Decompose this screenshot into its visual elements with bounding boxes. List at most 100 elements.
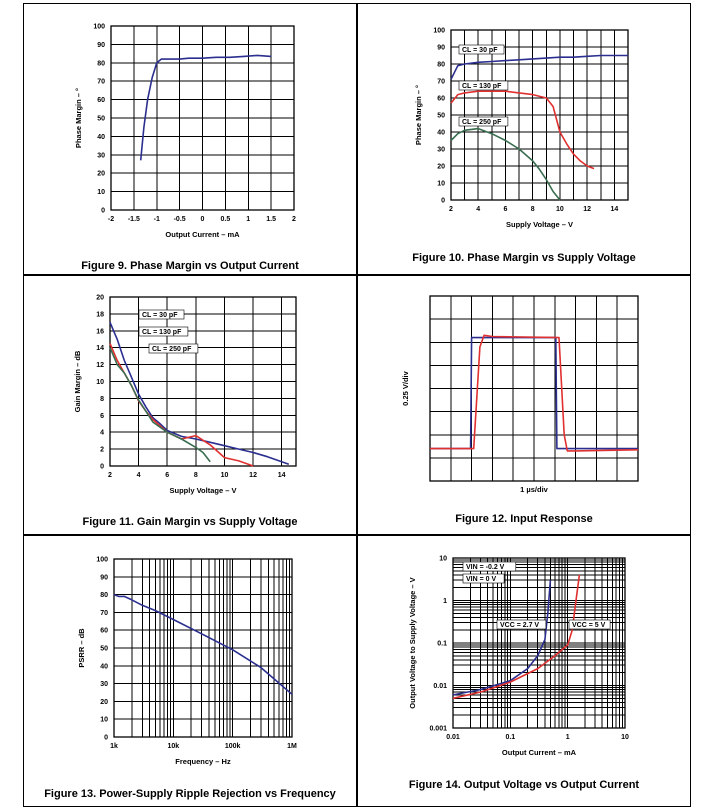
fig10-ytick-label: 10 (437, 181, 445, 188)
fig11-xtick-label: 14 (278, 472, 286, 479)
fig13-xtick-label: 10k (167, 743, 179, 750)
fig10-xtick-label: 2 (449, 206, 453, 213)
fig10-xtick-label: 12 (583, 206, 591, 213)
fig9-ytick-label: 30 (97, 152, 105, 159)
fig13-xtick-label: 1M (287, 743, 297, 750)
fig11-annotation-label: CL = 30 pF (142, 312, 178, 319)
fig9-xtick-label: 1.5 (266, 216, 276, 223)
fig10-ytick-label: 30 (437, 147, 445, 154)
fig13-grid (113, 558, 293, 738)
fig13-series-1-line (113, 593, 293, 695)
fig9-ytick-label: 0 (101, 208, 105, 215)
fig14-xtick-label: 1 (566, 734, 570, 741)
fig10-series-2-line (450, 90, 595, 170)
fig9-ytick-label: 40 (97, 134, 105, 141)
figure-14-panel: 0.01 0.1 1 10 0.001 0.01 0.1 1 10 Output Current … (357, 535, 691, 807)
fig9-ytick-label: 90 (97, 42, 105, 49)
fig10-ytick-label: 70 (437, 79, 445, 86)
fig14-xtick-label: 10 (621, 734, 629, 741)
fig9-xtick-label: 0 (201, 216, 205, 223)
fig13-ytick-label: 0 (104, 735, 108, 742)
fig14-ytick-label: 10 (439, 556, 447, 563)
figure-9-caption: Figure 9. Phase Margin vs Output Current (81, 260, 299, 272)
fig11-ytick-label: 6 (100, 413, 104, 420)
fig9-plot-frame (110, 25, 295, 211)
fig10-xlabel: Supply Voltage – V (506, 220, 573, 229)
figure-13-caption: Figure 13. Power-Supply Ripple Rejection… (44, 788, 336, 800)
fig14-annotation-box (568, 619, 611, 630)
fig10-annotation-box (458, 116, 509, 127)
fig9-ytick-label: 20 (97, 171, 105, 178)
fig14-plot-frame (452, 557, 626, 729)
fig10-ytick-label: 40 (437, 130, 445, 137)
fig10-plot-frame (450, 29, 629, 201)
fig14-xtick-label: 0.1 (505, 734, 515, 741)
fig10-annotation-label: CL = 130 pF (462, 83, 502, 90)
fig10-grid (450, 29, 629, 201)
fig14-annotation-box (462, 573, 505, 584)
fig9-ytick-label: 70 (97, 79, 105, 86)
figure-10-panel: 2 4 6 8 10 12 14 0 10 20 30 40 50 60 70 80 90 100 Supply V… (357, 3, 691, 275)
fig11-ytick-label: 4 (100, 430, 104, 437)
fig10-series-3-line (450, 127, 561, 201)
fig11-annotation-box (148, 343, 199, 354)
fig10-xtick-label: 8 (531, 206, 535, 213)
fig9-xtick-label: 1 (246, 216, 250, 223)
fig11-ytick-label: 20 (96, 295, 104, 302)
fig10-ytick-label: 90 (437, 45, 445, 52)
fig9-ytick-label: 60 (97, 97, 105, 104)
fig14-series-1-line (452, 580, 552, 696)
fig11-ytick-label: 16 (96, 328, 104, 335)
fig9-ytick-label: 80 (97, 60, 105, 67)
figure-9-panel: -2 -1.5 -1 -0.5 0 0.5 1 1.5 2 0 10 20 30 40 50 60 70 80 90… (23, 3, 357, 275)
fig9-xtick-label: -1.5 (128, 216, 140, 223)
fig10-ytick-label: 50 (437, 113, 445, 120)
fig13-ytick-label: 30 (100, 681, 108, 688)
figure-13-chart: 1k 10k 100k 1M 0 10 20 30 40 50 60 70 80 90 100 Frequen… (77, 557, 297, 767)
fig11-xtick-label: 2 (108, 472, 112, 479)
fig14-grid (452, 557, 626, 729)
fig10-annotation-box (458, 80, 509, 91)
fig13-plot-frame (113, 558, 293, 738)
fig14-annotation-label: VCC = 2.7 V (500, 622, 539, 629)
fig11-ylabel: Gain Margin – dB (73, 350, 82, 412)
fig13-ytick-label: 70 (100, 610, 108, 617)
fig11-xtick-label: 8 (194, 472, 198, 479)
fig14-ytick-label: 0.01 (433, 683, 447, 690)
fig11-series-1-line (109, 321, 290, 466)
fig14-annotation-box (496, 619, 547, 630)
fig13-ytick-label: 90 (100, 574, 108, 581)
fig11-series-3-line (109, 347, 211, 463)
fig13-ylabel: PSRR – dB (77, 628, 86, 668)
fig10-xtick-label: 14 (610, 206, 618, 213)
fig14-annotation-label: VIN = 0 V (466, 576, 496, 583)
fig9-grid (110, 25, 295, 211)
fig9-ylabel: Phase Margin – ° (74, 88, 83, 148)
fig9-xtick-label: -1 (154, 216, 160, 223)
fig13-ytick-label: 50 (100, 646, 108, 653)
fig14-annotation-box (462, 561, 517, 572)
fig11-xtick-label: 10 (221, 472, 229, 479)
fig9-xtick-label: 2 (292, 216, 296, 223)
fig11-xtick-label: 4 (137, 472, 141, 479)
fig9-xlabel: Output Current – mA (165, 230, 240, 239)
fig10-xtick-label: 6 (504, 206, 508, 213)
fig14-annotation-label: VIN = -0.2 V (466, 564, 505, 571)
figure-12-caption: Figure 12. Input Response (455, 513, 593, 525)
figure-12-panel: 1 µs/div 0.25 V/div Figure 12. Input Resp… (357, 275, 691, 535)
fig10-xtick-label: 4 (476, 206, 480, 213)
fig13-ytick-label: 20 (100, 699, 108, 706)
fig11-plot-frame (109, 296, 297, 467)
fig13-ytick-label: 10 (100, 717, 108, 724)
fig13-ytick-label: 80 (100, 592, 108, 599)
fig14-ytick-label: 0.1 (437, 641, 447, 648)
fig10-ylabel: Phase Margin – ° (414, 85, 423, 145)
fig9-series-1-line (139, 54, 272, 161)
figure-11-panel: 2 4 6 8 10 12 14 0 2 4 6 8 10 12 14 16 18 20 Supply Voltag… (23, 275, 357, 535)
fig9-xtick-label: -0.5 (174, 216, 186, 223)
fig14-ytick-label: 0.001 (429, 726, 447, 733)
figure-14-caption: Figure 14. Output Voltage vs Output Curr… (408, 779, 640, 791)
fig12-xlabel: 1 µs/div (520, 485, 548, 494)
